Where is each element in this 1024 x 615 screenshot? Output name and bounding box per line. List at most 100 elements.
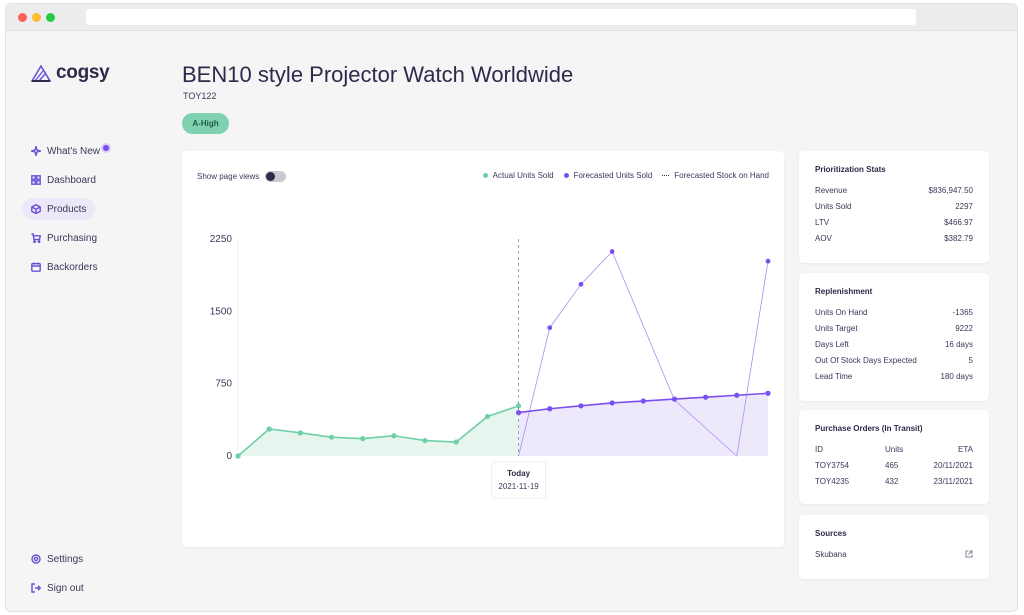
stat-label: LTV [815, 217, 830, 227]
sidebar-item-settings[interactable]: Settings [22, 548, 92, 570]
sidebar-item-label: Backorders [47, 261, 98, 273]
today-date: 2021-11-19 [498, 482, 539, 491]
stat-value: -1365 [952, 307, 973, 317]
cart-icon [31, 233, 41, 243]
sidebar-item-label: Sign out [47, 582, 84, 594]
column-header: ID [815, 444, 823, 454]
close-window-button[interactable] [18, 13, 27, 22]
stat-row-units-on-hand: Units On Hand -1365 [815, 304, 973, 320]
stat-label: AOV [815, 233, 832, 243]
stat-row-lead-time: Lead Time 180 days [815, 368, 973, 384]
stock-on-hand-point [765, 258, 771, 264]
source-row-skubana[interactable]: Skubana [815, 546, 973, 562]
stat-row-days-left: Days Left 16 days [815, 336, 973, 352]
stock-on-hand-point [609, 249, 615, 254]
sidebar-item-dashboard[interactable]: Dashboard [22, 169, 105, 191]
browser-titlebar [6, 4, 1017, 31]
cogsy-logo[interactable]: cogsy [30, 62, 110, 84]
stat-row-out-of-stock-days: Out Of Stock Days Expected 5 [815, 352, 973, 368]
po-id: TOY4235 [815, 476, 850, 486]
new-badge-dot [103, 144, 110, 151]
actual-units-line [237, 405, 519, 457]
legend-item-stock[interactable]: Forecasted Stock on Hand [662, 171, 769, 180]
sidebar-bottom-nav: Settings Sign out [22, 548, 162, 606]
sidebar-item-label: Dashboard [47, 174, 96, 186]
column-header: ETA [958, 444, 973, 454]
stat-value: 5 [968, 355, 973, 365]
page-views-toggle[interactable] [265, 171, 287, 182]
forecast-units-point [515, 410, 522, 416]
minimize-window-button[interactable] [32, 13, 41, 22]
forecast-units-point [640, 398, 646, 404]
legend-label: Forecasted Stock on Hand [674, 171, 769, 180]
card-title: Sources [815, 529, 847, 538]
maximize-window-button[interactable] [46, 13, 55, 22]
logo-text: cogsy [56, 62, 110, 83]
external-link-icon[interactable] [965, 550, 973, 558]
stat-label: Revenue [815, 185, 848, 195]
stat-row-revenue: Revenue $836,947.50 [815, 182, 973, 198]
y-tick-label: 1500 [210, 306, 233, 317]
stat-row-units-sold: Units Sold 2297 [815, 198, 973, 214]
page-title: BEN10 style Projector Watch Worldwide [182, 62, 574, 87]
cogsy-logo-icon [30, 64, 52, 82]
legend-item-actual[interactable]: Actual Units Sold [482, 171, 554, 180]
forecast-units-point [578, 403, 584, 409]
stat-label: Units Sold [815, 201, 852, 211]
actual-units-point [328, 434, 335, 440]
actual-units-point [391, 433, 397, 439]
stat-row-ltv: LTV $466.97 [815, 214, 973, 230]
sidebar-item-label: What's New [47, 145, 101, 157]
stat-value: $382.79 [944, 233, 973, 243]
y-tick-label: 750 [215, 379, 232, 390]
stat-value: $836,947.50 [928, 185, 974, 195]
replenishment-card: Replenishment Units On Hand -1365 Units T… [799, 273, 989, 401]
toggle-knob [266, 172, 276, 181]
table-header: ID Units ETA [815, 441, 973, 457]
actual-units-point [515, 403, 522, 409]
prioritization-stats-card: Prioritization Stats Revenue $836,947.50 … [799, 151, 989, 263]
po-units: 432 [885, 476, 899, 486]
table-row[interactable]: TOY3754 465 20/11/2021 [815, 457, 973, 473]
stat-value: 2297 [955, 201, 973, 211]
stat-label: Units Target [815, 323, 858, 333]
stat-value: 180 days [940, 371, 973, 381]
stat-label: Units On Hand [815, 307, 868, 317]
stat-value: 16 days [944, 339, 973, 349]
sources-card: Sources Skubana [799, 515, 989, 579]
sales-chart: 2250 1500 750 0 Today 2021-11-19 [210, 234, 771, 499]
stat-label: Days Left [815, 339, 849, 349]
actual-units-point [297, 430, 303, 436]
sidebar-item-label: Purchasing [47, 232, 98, 244]
gear-icon [31, 554, 41, 564]
stat-row-units-target: Units Target 9222 [815, 320, 973, 336]
legend-dot-actual [482, 173, 488, 178]
sidebar-item-label: Products [47, 203, 87, 215]
stock-on-hand-point [547, 325, 553, 331]
purchase-orders-card: Purchase Orders (In Transit) ID Units ET… [799, 410, 989, 504]
sign-out-icon [31, 583, 41, 593]
actual-units-point [422, 437, 428, 444]
forecast-units-point [671, 396, 678, 402]
toggle-label: Show page views [197, 172, 260, 181]
sidebar-item-sign-out[interactable]: Sign out [22, 577, 93, 599]
legend-item-forecast[interactable]: Forecasted Units Sold [563, 171, 652, 180]
sparkle-icon [31, 146, 41, 156]
actual-units-point [235, 453, 241, 459]
stat-label: Lead Time [815, 371, 853, 381]
sidebar-item-purchasing[interactable]: Purchasing [22, 227, 106, 249]
sidebar-item-whats-new[interactable]: What's New [22, 140, 118, 162]
legend-dash-stock [662, 175, 670, 176]
actual-units-point [453, 439, 459, 445]
legend-label: Actual Units Sold [492, 171, 554, 180]
page-views-toggle-group: Show page views [197, 171, 287, 182]
stock-on-hand-point [578, 281, 584, 287]
sidebar-item-backorders[interactable]: Backorders [22, 256, 107, 278]
forecast-area [518, 393, 768, 456]
chart-legend: Actual Units Sold Forecasted Units Sold … [482, 171, 769, 180]
actual-units-point [266, 426, 272, 432]
sidebar-item-products[interactable]: Products [22, 198, 96, 220]
forecast-units-point [734, 392, 740, 398]
address-bar[interactable] [86, 9, 916, 25]
table-row[interactable]: TOY4235 432 23/11/2021 [815, 473, 973, 489]
